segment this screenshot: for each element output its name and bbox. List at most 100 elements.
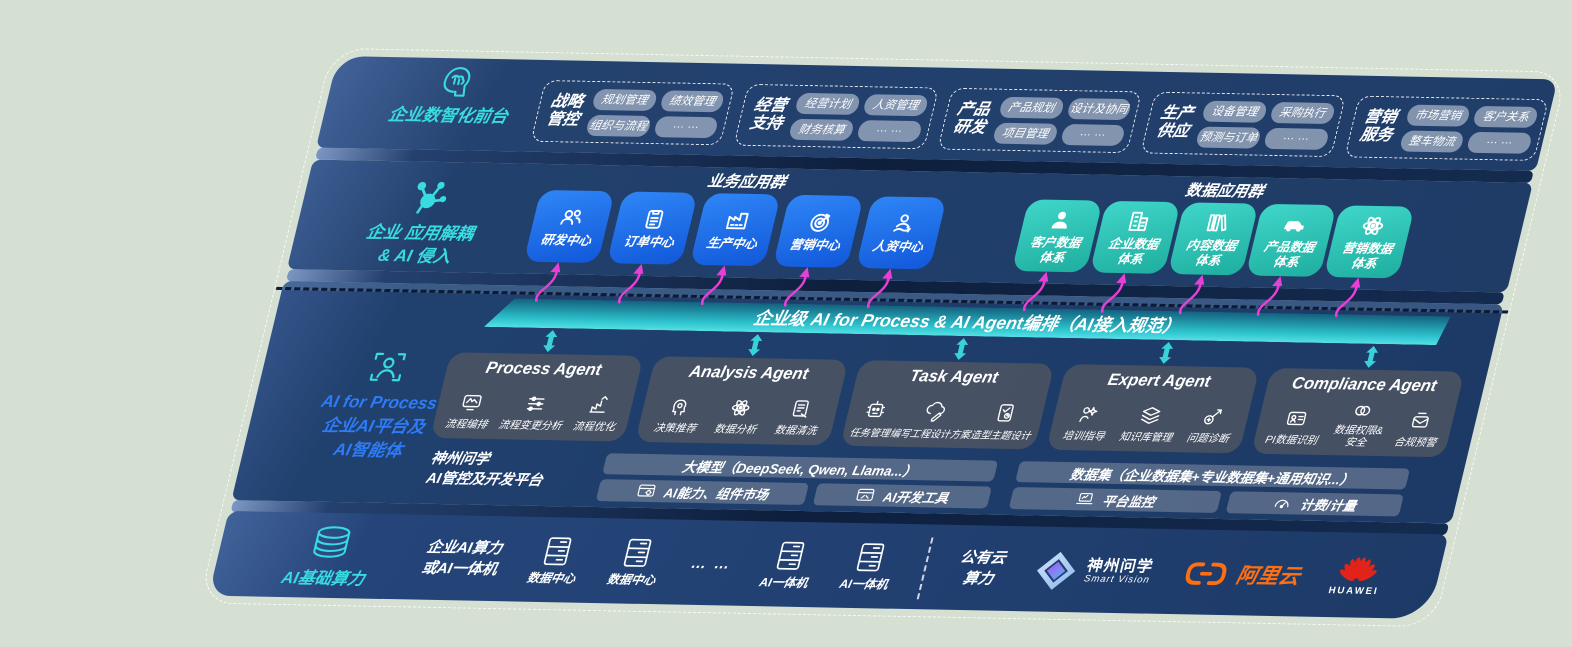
pink-arrow-icon: [1256, 276, 1283, 317]
front-chip: 设备管理: [1201, 100, 1269, 123]
platform-cell-label: 计费/计量: [1298, 497, 1358, 514]
agent-item-label: 合规预警: [1392, 436, 1438, 450]
agent-item-label: 流程编排: [443, 418, 489, 432]
alert-mail-icon: [1411, 412, 1429, 428]
platform-cell-component-market: AI能力、组件市场: [595, 479, 810, 506]
app-card-rd-center: 研发中心: [523, 189, 615, 303]
front-chip: 人资管理: [862, 93, 930, 116]
agent-title: Analysis Agent: [687, 362, 811, 384]
front-chip: … …: [1262, 127, 1330, 150]
front-chip: 绩效管理: [659, 89, 726, 112]
agent-title: Task Agent: [908, 367, 1001, 387]
front-group-marketing: 营销服务 市场营销 客户关系 整车物流 … …: [1343, 95, 1550, 161]
layer-front-office: 企业数智化前台 战略管控 规划管理 绩效管理 组织与流程 … … 经营支持 经营…: [316, 56, 1558, 172]
car-icon: [1284, 220, 1305, 232]
front-group-name: 生产供应: [1154, 104, 1196, 141]
front-group-name: 经营支持: [748, 96, 789, 133]
apps-rail-label-line1: 企业 应用解耦: [364, 222, 476, 244]
infra-node-ai-appliance: AI一体机: [758, 540, 818, 591]
smartvision-sub: Smart Vision: [1082, 573, 1152, 586]
pink-arrow-icon: [535, 262, 561, 303]
agent-item-label: PI数据识别: [1263, 434, 1319, 447]
flow-monitor-icon: [462, 394, 482, 411]
front-chip: 项目管理: [991, 122, 1059, 145]
infra-node-label: AI一体机: [838, 576, 890, 592]
team-icon: [560, 209, 581, 225]
app-card-order-center: 订单中心: [606, 191, 698, 304]
front-chip: 设计及协同: [1065, 97, 1133, 120]
infra-node-datacenter: 数据中心: [525, 535, 585, 586]
agent-item-label: 流程优化: [571, 420, 617, 434]
id-card-icon: [1286, 411, 1307, 426]
decision-head-icon: [672, 399, 687, 416]
agent-item-label: 知识库管理: [1117, 431, 1174, 445]
double-arrow-icon: [748, 334, 763, 357]
front-groups: 战略管控 规划管理 绩效管理 组织与流程 … … 经营支持 经营计划 人资管理 …: [530, 79, 1550, 161]
agent-item-label: 问题诊断: [1185, 432, 1231, 446]
pink-arrow-icon: [1100, 273, 1127, 314]
agent-item-label: 流程变更分析: [497, 419, 563, 433]
data-card-label: 企业数据体系: [1106, 236, 1161, 266]
pink-arrow-icon: [617, 263, 644, 304]
brain-circuit-icon: [443, 67, 471, 97]
vendor-aliyun: 阿里云: [1181, 558, 1304, 590]
public-cloud-line1: 公有云: [958, 549, 1008, 568]
apps-rail-label-line2: & AI 侵入: [376, 245, 453, 267]
platform-name: 神州问学 AI管控及开发平台: [422, 450, 585, 501]
infra-node-label: 数据中心: [525, 570, 578, 586]
server-icon: [776, 541, 805, 570]
agent-item-label: 数据清洗: [773, 424, 818, 438]
front-group-operation: 经营支持 经营计划 人资管理 财务核算 … …: [733, 83, 939, 150]
infra-compute-line1: 企业AI算力: [424, 539, 504, 558]
dev-tools-icon: [856, 488, 875, 501]
factory-icon: [725, 212, 749, 230]
agent-title: Expert Agent: [1106, 370, 1213, 391]
divider: [916, 536, 934, 599]
huawei-logo-icon: [1340, 556, 1377, 581]
task-grid-icon: [866, 400, 885, 418]
hr-person-icon: [893, 214, 911, 233]
front-group-supply: 生产供应 设备管理 采购执行 预测与订单 … …: [1140, 91, 1346, 158]
infra-node-label: AI一体机: [758, 574, 810, 590]
apps-rail: 企业 应用解耦 & AI 侵入: [298, 176, 548, 270]
ai-rail: AI for Process 企业AI平台及 AI智能体: [251, 345, 507, 464]
double-arrow-icon: [953, 338, 968, 360]
data-card-marketing: 营销数据体系: [1323, 205, 1415, 318]
app-card-label: 订单中心: [622, 234, 676, 250]
front-chip: … …: [1466, 131, 1534, 154]
app-card-marketing-center: 营销中心: [772, 194, 864, 307]
permission-icon: [1355, 405, 1371, 416]
data-app-group: 数据应用群 客户数据体系 企业: [1011, 175, 1421, 318]
infra-ellipsis: … …: [689, 554, 734, 573]
agents-row: Process Agent 流程编排 流程变更分析 流程优化: [430, 352, 1465, 458]
platform-monitor-icon: [1075, 492, 1093, 505]
front-chip: 采购执行: [1269, 101, 1336, 124]
sliders-icon: [526, 396, 545, 412]
front-group-name: 营销服务: [1358, 108, 1399, 145]
agent-card-compliance: Compliance Agent PI数据识别 数据权限&安全 合规预警: [1250, 367, 1465, 458]
platform-cell-billing: 计费/计量: [1225, 491, 1404, 517]
aliyun-name: 阿里云: [1233, 563, 1303, 589]
cloud-edit-icon: [926, 401, 945, 422]
platform-cell-label: AI开发工具: [881, 489, 951, 506]
agent-title: Compliance Agent: [1290, 374, 1439, 396]
data-card-label: 客户数据体系: [1028, 234, 1083, 265]
agent-card-task: Task Agent 任务管理 编写工程设计方案 造型主题设计: [840, 360, 1055, 450]
teal-arrows-row: [451, 328, 1470, 369]
front-group-name: 产品研发: [951, 100, 992, 137]
agent-card-expert: Expert Agent 培训指导 知识库管理 问题诊断: [1045, 364, 1260, 454]
agent-title: Process Agent: [484, 358, 604, 380]
front-group-product: 产品研发 产品规划 设计及协同 项目管理 … …: [937, 87, 1143, 154]
platform-name-line2: AI管控及开发平台: [424, 470, 545, 489]
infra-rail: AI基础算力: [257, 523, 401, 590]
double-arrow-icon: [1158, 341, 1173, 364]
agent-item-label: 数据分析: [712, 423, 758, 437]
double-arrow-icon: [1364, 345, 1378, 368]
business-app-group: 业务应用群 研发中心 订单中心: [523, 166, 953, 309]
app-card-label: 人资中心: [871, 239, 925, 255]
platform-row: 神州问学 AI管控及开发平台 大模型（DeepSeek, Qwen, Llama…: [422, 450, 1411, 517]
decouple-molecule-icon: [416, 181, 447, 214]
infra-row: AI基础算力 企业AI算力 或AI一体机 数据中心 数据中心 … … AI一体机: [256, 520, 1391, 612]
agent-item-label: 决策推荐: [652, 422, 698, 436]
agent-item-label: 数据权限&安全: [1332, 424, 1385, 449]
